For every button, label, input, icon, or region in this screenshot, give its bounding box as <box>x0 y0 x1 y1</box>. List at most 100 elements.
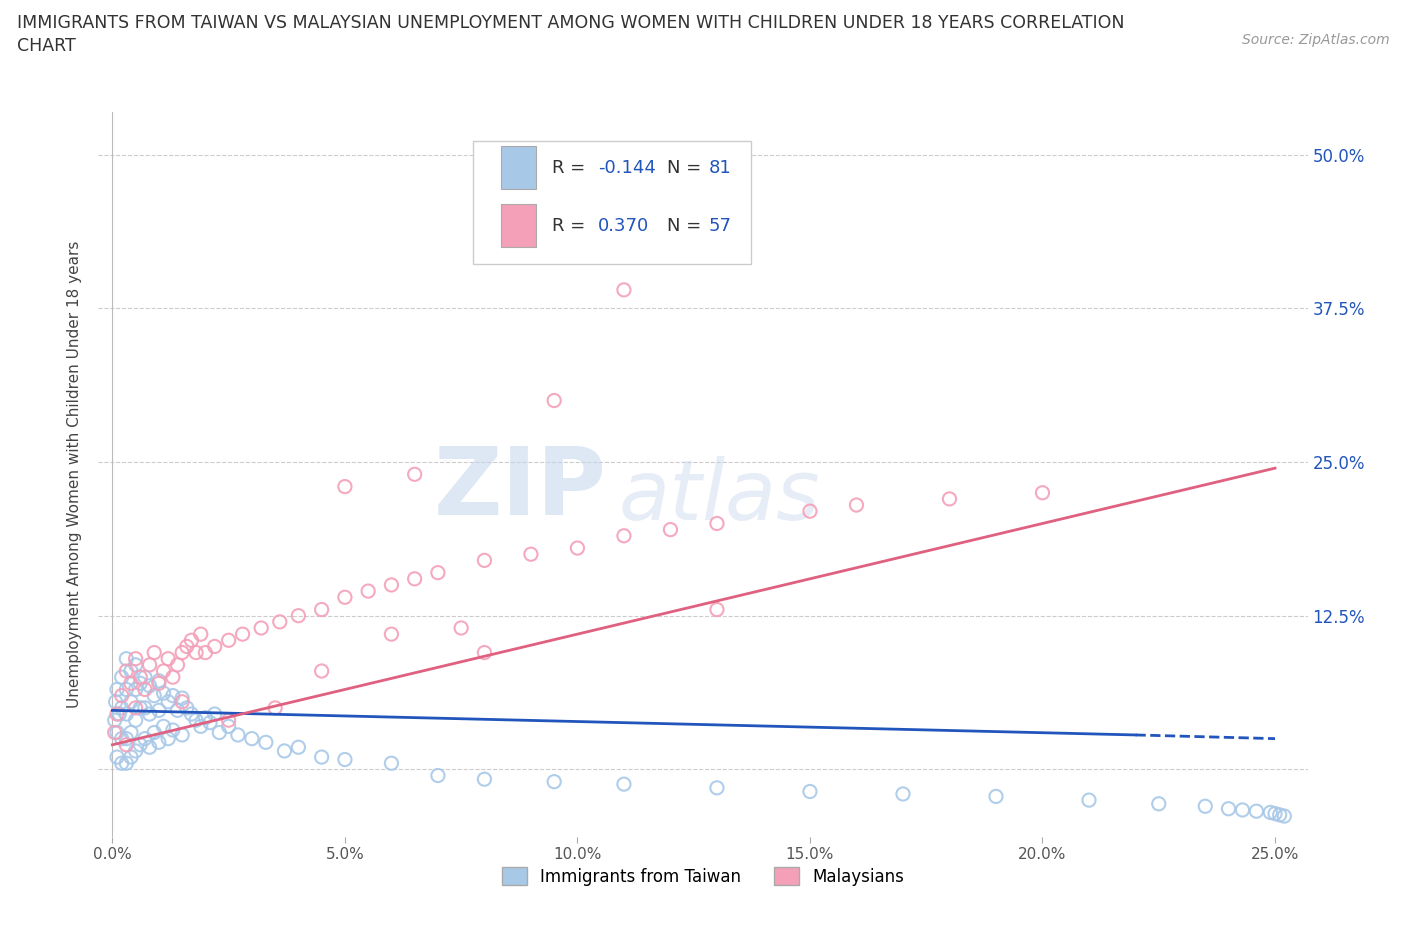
Point <box>1147 796 1170 811</box>
Point <box>287 608 309 623</box>
Point <box>706 602 728 617</box>
Point <box>115 737 138 752</box>
Point <box>567 540 589 555</box>
Point <box>198 715 221 730</box>
Point <box>111 670 134 684</box>
Point <box>111 756 134 771</box>
Text: R =: R = <box>553 159 591 177</box>
Point <box>105 707 128 722</box>
Point <box>138 658 160 672</box>
Point <box>134 682 156 697</box>
Point <box>311 664 333 679</box>
Point <box>380 627 402 642</box>
Point <box>124 682 146 697</box>
Point <box>333 752 356 767</box>
Text: Source: ZipAtlas.com: Source: ZipAtlas.com <box>1241 33 1389 46</box>
Point <box>613 777 636 791</box>
Point <box>287 739 309 754</box>
Text: 57: 57 <box>709 217 733 235</box>
Point <box>143 725 166 740</box>
Point <box>706 780 728 795</box>
Point <box>333 590 356 604</box>
Point <box>115 651 138 666</box>
Point <box>426 768 449 783</box>
Point <box>143 645 166 660</box>
Point <box>380 578 402 592</box>
Point <box>129 670 152 684</box>
Point <box>204 639 226 654</box>
Point <box>180 707 202 722</box>
Point <box>157 651 180 666</box>
Y-axis label: Unemployment Among Women with Children Under 18 years: Unemployment Among Women with Children U… <box>67 241 83 708</box>
Point <box>148 676 170 691</box>
Point <box>120 664 142 679</box>
Point <box>1078 792 1101 807</box>
Point <box>543 393 565 408</box>
Point <box>157 731 180 746</box>
Point <box>226 727 249 742</box>
Text: -0.144: -0.144 <box>598 159 655 177</box>
Point <box>984 789 1007 804</box>
Point <box>218 632 240 647</box>
Point <box>120 695 142 710</box>
Point <box>404 571 426 586</box>
Point <box>129 700 152 715</box>
Point <box>1031 485 1053 500</box>
Point <box>124 712 146 727</box>
Point <box>166 703 188 718</box>
Point <box>105 750 128 764</box>
Point <box>138 707 160 722</box>
Point <box>1218 802 1240 817</box>
Point <box>120 676 142 691</box>
Point <box>1194 799 1216 814</box>
Point <box>891 787 914 802</box>
Point <box>152 685 174 700</box>
Point <box>120 750 142 764</box>
Text: IMMIGRANTS FROM TAIWAN VS MALAYSIAN UNEMPLOYMENT AMONG WOMEN WITH CHILDREN UNDER: IMMIGRANTS FROM TAIWAN VS MALAYSIAN UNEM… <box>17 14 1125 32</box>
Point <box>426 565 449 580</box>
Point <box>148 673 170 688</box>
Point <box>208 725 231 740</box>
Point <box>1246 804 1268 818</box>
Point <box>129 737 152 752</box>
Point <box>311 750 333 764</box>
Point <box>184 712 207 727</box>
Point <box>1264 806 1286 821</box>
Point <box>124 651 146 666</box>
Point <box>172 645 194 660</box>
Point <box>613 283 636 298</box>
Point <box>152 719 174 734</box>
Point <box>138 678 160 693</box>
Point <box>120 725 142 740</box>
Point <box>218 712 240 727</box>
Legend: Immigrants from Taiwan, Malaysians: Immigrants from Taiwan, Malaysians <box>494 859 912 894</box>
Point <box>799 504 821 519</box>
Point <box>166 658 188 672</box>
Point <box>254 735 277 750</box>
Point <box>190 627 212 642</box>
Point <box>157 695 180 710</box>
Point <box>115 664 138 679</box>
Point <box>105 682 128 697</box>
FancyBboxPatch shape <box>501 146 536 189</box>
Point <box>232 627 254 642</box>
Point <box>124 700 146 715</box>
Point <box>474 645 496 660</box>
Point <box>204 707 226 722</box>
Point <box>1232 803 1254 817</box>
Point <box>148 735 170 750</box>
Point <box>115 682 138 697</box>
Point <box>162 688 184 703</box>
Point <box>474 772 496 787</box>
Text: N =: N = <box>666 217 707 235</box>
Point <box>152 664 174 679</box>
Point <box>190 719 212 734</box>
Text: CHART: CHART <box>17 37 76 55</box>
Point <box>162 670 184 684</box>
Point <box>172 695 194 710</box>
Point <box>134 670 156 684</box>
Point <box>104 695 127 710</box>
Point <box>520 547 543 562</box>
Point <box>105 725 128 740</box>
Text: atlas: atlas <box>619 456 820 537</box>
